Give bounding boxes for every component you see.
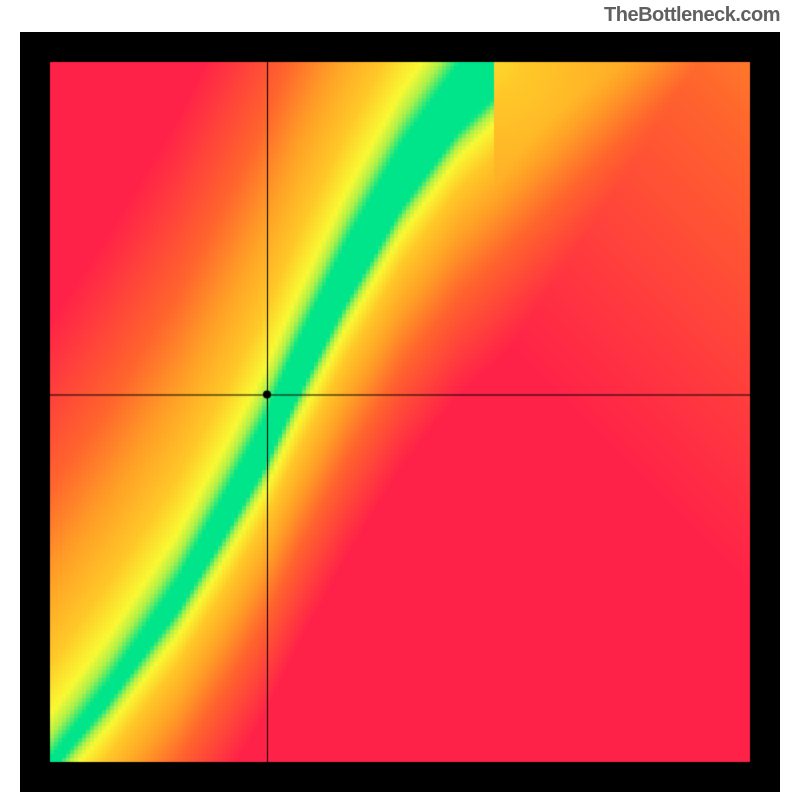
watermark-text: TheBottleneck.com xyxy=(604,4,780,27)
chart-frame xyxy=(20,32,780,792)
chart-container: TheBottleneck.com xyxy=(0,0,800,800)
heatmap-canvas xyxy=(20,32,780,792)
